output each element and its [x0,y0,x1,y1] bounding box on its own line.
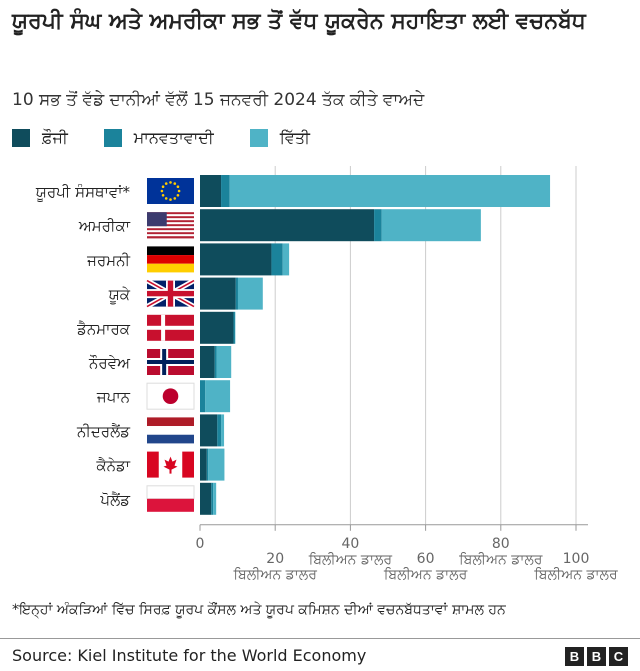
bar-segment [374,209,382,242]
x-tick-label: 60 ਬਿਲੀਅਨ ਡਾਲਰ [383,551,468,583]
flag-us-icon [147,212,194,239]
chart-title: ਯੂਰਪੀ ਸੰਘ ਅਤੇ ਅਮਰੀਕਾ ਸਭ ਤੋਂ ਵੱਧ ਯੂਕਰੇਨ ਸ… [12,9,586,34]
bar-segment [217,414,222,447]
bbc-logo-letter: B [565,647,584,666]
bbc-logo-letter: C [609,647,628,666]
legend-item-humanitarian: ਮਾਨਵਤਾਵਾਦੀ [103,128,214,148]
footer-divider [0,638,640,639]
x-tick-label: 100 ਬਿਲੀਅਨ ਡਾਲਰ [533,551,618,583]
x-tick-label: 0 [196,536,205,552]
flag-dk-icon [147,314,194,341]
chart-subtitle: 10 ਸਭ ਤੋਂ ਵੱਡੇ ਦਾਨੀਆਂ ਵੱਲੋਂ 15 ਜਨਵਰੀ 202… [12,90,425,110]
bar-segment [200,277,236,310]
flag-jp-icon [146,382,195,410]
bar-segment [211,482,214,515]
category-label: ਅਮਰੀਕਾ [78,217,131,235]
bar-segment [205,380,231,413]
category-label: ਪੋਲੈਂਡ [99,491,131,509]
bar-segment [282,243,290,276]
footnote: *ਇਨ੍ਹਾਂ ਅੰਕੜਿਆਂ ਵਿੱਚ ਸਿਰਫ਼ ਯੂਰਪ ਕੌਂਸਲ ਅਤ… [12,602,506,618]
category-label: ਕੈਨੇਡਾ [95,457,130,475]
bar-segment [200,482,212,515]
flag-no-icon [147,349,194,375]
category-label: ਯੂਕੇ [108,286,131,304]
legend-swatch-military [12,129,30,147]
flag-nl-icon [147,417,194,444]
bar-segment [208,448,225,481]
legend-label-financial: ਵਿੱਤੀ [279,128,310,147]
category-label: ਜਰਮਨੀ [86,251,130,269]
bar-segment [200,175,222,207]
bar-segment [200,209,375,242]
category-label: ਨੀਦਰਲੈਂਡ [76,422,131,440]
bar-segment [200,414,218,447]
bar-segment [213,482,217,515]
category-label: ਯੂਰਪੀ ਸੰਸਥਾਵਾਂ* [35,183,131,201]
bar-segment [200,448,207,481]
category-label: ਨੌਰਵੇਅ [88,354,131,372]
bbc-logo-letter: B [587,647,606,666]
category-label: ਜਪਾਨ [96,388,131,406]
bar-segment [221,175,230,207]
bar-segment [214,346,217,378]
bar-segment [235,277,238,310]
category-label: ਡੈਨਮਾਰਕ [76,320,131,338]
bar-segment [221,414,225,447]
legend: ਫ਼ੌਜੀ ਮਾਨਵਤਾਵਾਦੀ ਵਿੱਤੀ [12,128,346,148]
legend-item-financial: ਵਿੱਤੀ [249,128,310,148]
bar-segment [381,209,481,242]
legend-swatch-humanitarian [103,129,122,147]
x-tick-label: 80 ਬਿਲੀਅਨ ਡਾਲਰ [458,536,543,568]
bar-segment [206,448,209,481]
flag-pl-icon [146,485,195,512]
bar-segment [233,311,235,344]
flag-de-icon [147,246,194,273]
bar-chart: ਯੂਰਪੀ ਸੰਸਥਾਵਾਂ* ਅਮਰੀਕਾ ਜਰਮਨੀ ਯੂਕੇ ਡੈਨਮਾਰਕ ਨੌਰ… [35,166,618,583]
flag-uk-icon [145,278,196,309]
legend-item-military: ਫ਼ੌਜੀ [12,128,68,148]
legend-label-military: ਫ਼ੌਜੀ [42,128,68,147]
bar-segment [200,346,215,378]
bar-segment [237,277,263,310]
x-tick-label: 40 ਬਿਲੀਅਨ ਡਾਲਰ [308,536,393,568]
flag-ca-icon [147,451,194,478]
x-tick-label: 20 ਬਿਲੀਅਨ ਡਾਲਰ [232,551,317,583]
flag-eu-icon [147,178,194,204]
bar-segment [216,346,232,378]
source-text: Source: Kiel Institute for the World Eco… [12,646,367,665]
bar-segment [200,380,206,413]
bar-segment [271,243,283,276]
legend-label-humanitarian: ਮਾਨਵਤਾਵਾਦੀ [133,128,214,147]
bbc-logo: B B C [562,647,628,666]
bar-segment [200,243,272,276]
legend-swatch-financial [249,129,268,147]
bar-segment [229,175,551,207]
bar-segment [200,311,234,344]
